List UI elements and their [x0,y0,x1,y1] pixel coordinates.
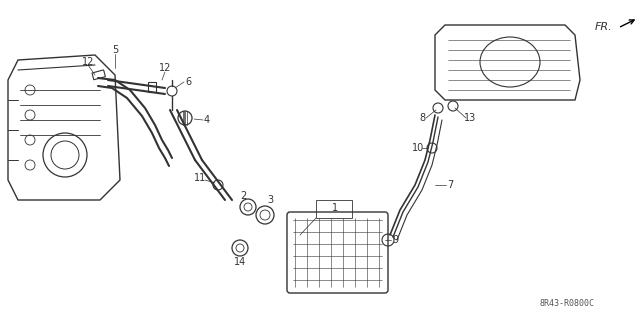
Text: 3: 3 [267,195,273,205]
Text: 4: 4 [204,115,210,125]
Text: 12: 12 [159,63,171,73]
Text: 2: 2 [240,191,246,201]
Text: 9: 9 [392,235,398,245]
Bar [316,200,352,218]
Bar [148,82,156,92]
Text: 6: 6 [185,77,191,87]
Text: 11: 11 [194,173,206,183]
Text: 1: 1 [332,203,338,213]
Text: FR.: FR. [595,22,612,32]
Bar [92,70,106,80]
Text: 10: 10 [412,143,424,153]
Text: 13: 13 [464,113,476,123]
Text: 8R43-R0800C: 8R43-R0800C [540,299,595,308]
Text: 12: 12 [82,57,94,67]
Text: 5: 5 [112,45,118,55]
Text: 14: 14 [234,257,246,267]
Text: 7: 7 [447,180,453,190]
Text: 8: 8 [419,113,425,123]
FancyArrowPatch shape [621,20,634,27]
